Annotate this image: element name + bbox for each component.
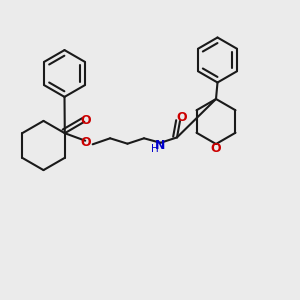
Text: O: O [211,142,221,155]
Text: O: O [81,136,92,149]
Text: O: O [80,114,91,127]
Text: H: H [151,144,159,154]
Text: O: O [176,111,187,124]
Text: N: N [155,139,166,152]
